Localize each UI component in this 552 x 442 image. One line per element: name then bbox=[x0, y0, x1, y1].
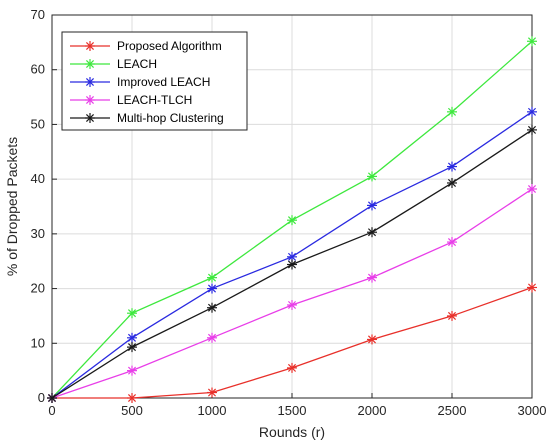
data-point bbox=[127, 393, 137, 403]
data-point bbox=[447, 106, 457, 117]
series-group bbox=[47, 36, 537, 403]
y-tick-label: 40 bbox=[31, 171, 45, 186]
x-tick-label: 0 bbox=[48, 403, 55, 418]
x-tick-label: 500 bbox=[121, 403, 143, 418]
legend-marker bbox=[85, 77, 95, 87]
x-axis-label: Rounds (r) bbox=[259, 424, 325, 440]
data-point bbox=[367, 227, 377, 238]
y-tick-label: 60 bbox=[31, 62, 45, 77]
data-point bbox=[447, 177, 457, 188]
legend-item: Improved LEACH bbox=[70, 75, 210, 89]
y-tick-label: 50 bbox=[31, 116, 45, 131]
data-point bbox=[207, 387, 217, 398]
x-tick-label: 2000 bbox=[358, 403, 387, 418]
y-tick-label: 70 bbox=[31, 7, 45, 22]
data-point bbox=[207, 332, 217, 343]
data-point bbox=[527, 36, 537, 47]
data-point bbox=[287, 259, 297, 270]
legend-marker bbox=[85, 41, 95, 51]
legend-marker bbox=[85, 59, 95, 69]
x-tick-label: 2500 bbox=[438, 403, 467, 418]
y-tick-label: 30 bbox=[31, 226, 45, 241]
data-point bbox=[367, 272, 377, 283]
axis-ticks: 0 500 1000 1500 2000 2500 3000 0 10 20 30 40 50 60 70 bbox=[31, 7, 547, 418]
data-point bbox=[527, 106, 537, 117]
legend-label: LEACH bbox=[117, 57, 157, 71]
y-axis-label: % of Dropped Packets bbox=[4, 137, 20, 276]
legend: Proposed Algorithm LEACH Improved LEACH LEA… bbox=[61, 31, 248, 131]
data-point bbox=[287, 299, 297, 310]
data-point bbox=[207, 302, 217, 313]
data-point bbox=[527, 183, 537, 194]
y-tick-label: 10 bbox=[31, 335, 45, 350]
data-point bbox=[367, 200, 377, 211]
data-point bbox=[207, 283, 217, 294]
data-point bbox=[127, 308, 137, 319]
legend-item: Multi-hop Clustering bbox=[70, 111, 224, 125]
data-point bbox=[527, 282, 537, 293]
x-tick-label: 1000 bbox=[198, 403, 227, 418]
data-point bbox=[127, 342, 137, 353]
legend-marker bbox=[85, 95, 95, 105]
x-tick-label: 3000 bbox=[518, 403, 547, 418]
legend-label: Improved LEACH bbox=[117, 75, 210, 89]
legend-item: LEACH bbox=[70, 57, 157, 71]
y-tick-label: 20 bbox=[31, 281, 45, 296]
data-point bbox=[287, 362, 297, 373]
series-0 bbox=[47, 282, 537, 403]
legend-label: Multi-hop Clustering bbox=[117, 111, 224, 125]
series-2 bbox=[47, 106, 537, 403]
data-point bbox=[127, 332, 137, 343]
data-point bbox=[367, 334, 377, 345]
series-4 bbox=[47, 124, 537, 403]
data-point bbox=[447, 161, 457, 172]
data-point bbox=[127, 365, 137, 376]
legend-label: LEACH-TLCH bbox=[117, 93, 192, 107]
data-point bbox=[47, 393, 57, 403]
data-point bbox=[207, 272, 217, 283]
legend-marker bbox=[85, 113, 95, 123]
data-point bbox=[527, 124, 537, 135]
data-point bbox=[287, 215, 297, 226]
x-tick-label: 1500 bbox=[278, 403, 307, 418]
legend-label: Proposed Algorithm bbox=[117, 39, 222, 53]
data-point bbox=[447, 310, 457, 321]
data-point bbox=[367, 171, 377, 182]
data-point bbox=[447, 237, 457, 248]
legend-item: Proposed Algorithm bbox=[70, 39, 222, 53]
y-tick-label: 0 bbox=[38, 390, 45, 405]
legend-item: LEACH-TLCH bbox=[70, 93, 192, 107]
